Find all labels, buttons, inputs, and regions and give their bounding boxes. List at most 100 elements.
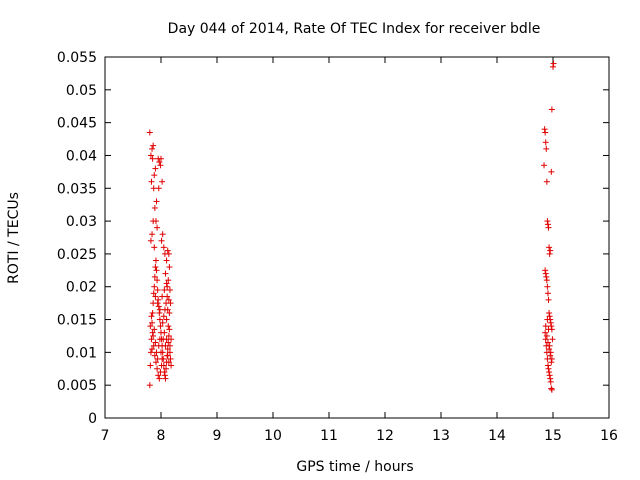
data-point-43 (148, 336, 155, 343)
data-point-8 (150, 185, 157, 192)
data-point-96 (149, 346, 156, 353)
data-point-4 (149, 155, 156, 162)
data-point-114 (152, 293, 159, 300)
data-point-73 (165, 339, 172, 346)
y-tick-label-9: 0.045 (57, 116, 97, 132)
data-point-120 (541, 126, 548, 133)
data-point-3 (150, 142, 157, 149)
data-point-24 (159, 231, 166, 238)
data-point-173 (548, 355, 555, 362)
data-point-45 (149, 309, 156, 316)
data-point-164 (544, 339, 551, 346)
x-tick-label-1: 8 (157, 428, 166, 444)
data-point-49 (151, 273, 158, 280)
data-point-81 (149, 329, 156, 336)
data-point-169 (544, 316, 551, 323)
data-point-121 (542, 129, 549, 136)
data-point-170 (545, 326, 552, 333)
data-point-51 (152, 257, 159, 264)
data-point-88 (157, 369, 164, 376)
data-point-141 (544, 290, 551, 297)
y-tick-label-8: 0.04 (66, 148, 97, 164)
data-point-105 (159, 355, 166, 362)
data-point-16 (154, 224, 161, 231)
data-point-163 (543, 332, 550, 339)
data-point-130 (546, 250, 553, 257)
data-point-118 (161, 287, 168, 294)
data-point-57 (156, 309, 163, 316)
data-point-134 (550, 63, 556, 70)
x-tick-label-8: 15 (544, 428, 562, 444)
data-point-32 (165, 277, 172, 284)
data-point-34 (166, 287, 173, 294)
data-point-93 (163, 300, 170, 307)
y-tick-label-3: 0.015 (57, 313, 97, 329)
data-point-40 (146, 382, 153, 389)
y-tick-label-6: 0.03 (66, 214, 97, 230)
data-point-127 (544, 221, 551, 228)
data-point-125 (543, 178, 550, 185)
data-point-50 (152, 264, 159, 271)
data-point-166 (547, 352, 554, 359)
data-point-111 (165, 359, 172, 366)
data-point-77 (167, 355, 174, 362)
data-point-91 (160, 313, 167, 320)
data-point-58 (156, 316, 163, 323)
data-point-79 (147, 323, 154, 330)
data-point-144 (546, 313, 553, 320)
data-point-80 (148, 313, 155, 320)
data-point-146 (547, 319, 554, 326)
data-point-94 (164, 293, 171, 300)
data-point-139 (543, 277, 550, 284)
data-point-117 (159, 293, 166, 300)
y-tick-label-11: 0.055 (57, 50, 97, 66)
data-point-0 (146, 129, 153, 136)
data-point-75 (166, 326, 173, 333)
x-tick-label-0: 7 (101, 428, 110, 444)
data-point-22 (155, 185, 162, 192)
data-point-27 (163, 257, 170, 264)
data-point-162 (542, 323, 549, 330)
data-point-124 (541, 162, 548, 169)
data-point-21 (159, 178, 166, 185)
data-point-95 (165, 323, 172, 330)
y-tick-label-2: 0.01 (66, 345, 97, 361)
data-point-12 (150, 218, 157, 225)
data-point-44 (149, 319, 156, 326)
data-point-76 (166, 349, 173, 356)
data-point-159 (547, 378, 554, 385)
data-point-1 (147, 152, 154, 159)
data-point-10 (151, 204, 158, 211)
data-point-110 (164, 352, 171, 359)
data-point-161 (548, 386, 555, 393)
data-point-138 (543, 273, 550, 280)
data-point-83 (151, 352, 158, 359)
data-point-116 (156, 306, 163, 313)
data-point-68 (162, 375, 169, 382)
data-point-137 (542, 270, 549, 277)
data-point-72 (164, 346, 171, 353)
data-point-149 (542, 329, 549, 336)
data-point-155 (545, 365, 552, 372)
data-point-31 (162, 270, 169, 277)
data-point-99 (152, 339, 159, 346)
data-point-171 (546, 342, 553, 349)
data-point-56 (155, 303, 162, 310)
data-point-82 (150, 342, 157, 349)
data-point-140 (544, 283, 551, 290)
data-point-59 (157, 323, 164, 330)
data-point-165 (546, 346, 553, 353)
data-point-142 (545, 296, 552, 303)
y-tick-label-0: 0 (88, 411, 97, 427)
data-point-90 (159, 319, 166, 326)
data-point-28 (164, 247, 171, 254)
y-tick-label-7: 0.035 (57, 181, 97, 197)
data-point-132 (548, 168, 555, 175)
data-point-42 (147, 349, 154, 356)
data-point-143 (546, 309, 553, 316)
data-point-112 (166, 342, 173, 349)
data-point-7 (152, 165, 159, 172)
data-point-55 (155, 296, 162, 303)
y-tick-label-4: 0.02 (66, 280, 97, 296)
